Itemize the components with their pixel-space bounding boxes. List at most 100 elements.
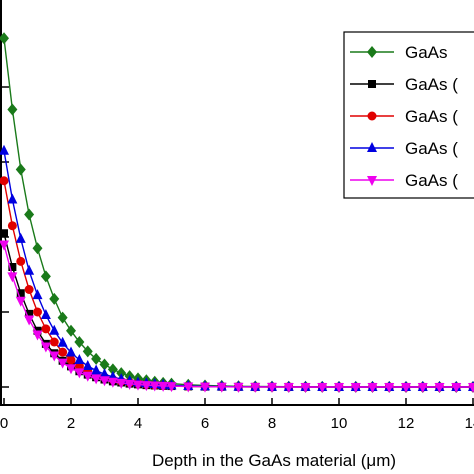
series-1-point — [40, 270, 51, 283]
legend-swatch-marker — [368, 80, 376, 88]
series-5-point — [216, 382, 227, 393]
legend-swatch-marker — [367, 46, 377, 58]
series-1-point — [82, 345, 93, 358]
series-1-point — [49, 292, 60, 305]
series-5-point — [334, 382, 344, 393]
x-tick-label: 4 — [134, 415, 142, 432]
x-axis-ticks: 0 2 4 6 8 10 12 14 — [0, 398, 474, 432]
series-3-point — [41, 324, 51, 334]
series-5-point — [317, 382, 328, 393]
series-3-point — [49, 337, 59, 347]
series-3-point — [7, 221, 17, 231]
series-1-point — [74, 336, 85, 348]
series-3-point — [16, 256, 26, 266]
series-5-point — [91, 374, 102, 385]
series-4-point — [82, 360, 93, 370]
series-4-point — [32, 289, 43, 300]
series-5-point — [233, 382, 244, 393]
series-1-point — [7, 103, 18, 116]
series-4-point — [40, 309, 51, 319]
series-4-point — [57, 336, 68, 347]
x-tick-label: 12 — [398, 415, 415, 432]
legend-label: GaAs ( — [405, 107, 458, 126]
series-1-point — [91, 352, 102, 365]
series-5-point — [7, 272, 18, 283]
series-5-point — [40, 342, 51, 353]
series-3 — [0, 176, 474, 392]
series-2-point — [16, 289, 25, 298]
series-1-point — [99, 358, 110, 371]
series-5-point — [200, 382, 210, 393]
series-5-point — [183, 382, 194, 393]
legend-entry: GaAs ( — [350, 171, 458, 190]
series-4-point — [49, 324, 60, 335]
legend-entry: GaAs ( — [350, 107, 458, 126]
legend-label: GaAs ( — [405, 139, 458, 158]
legend: GaAs GaAs ( GaAs ( GaAs ( GaAs ( — [343, 31, 474, 199]
legend-label: GaAs — [405, 43, 448, 62]
series-3-point — [0, 176, 9, 186]
series-1-point — [66, 324, 76, 337]
series-1-point — [32, 242, 43, 255]
series-5-point — [32, 330, 43, 341]
series-3-point — [24, 285, 34, 294]
series-5-point — [107, 377, 118, 388]
series-5-point — [367, 382, 378, 393]
legend-label: GaAs ( — [405, 75, 458, 94]
series-5-point — [49, 351, 60, 362]
series-5-point — [57, 358, 68, 369]
series-5-point — [133, 380, 143, 391]
legend-swatch-marker — [367, 142, 377, 152]
series-3-point — [33, 307, 42, 317]
series-5-point — [283, 382, 294, 393]
legend-label: GaAs ( — [405, 171, 458, 190]
series-5-point — [0, 240, 9, 251]
series-5-point — [74, 368, 85, 379]
x-tick-label: 6 — [201, 415, 209, 432]
series-5-point — [158, 381, 169, 392]
series-5-point — [99, 376, 110, 387]
series-2-point — [8, 263, 17, 271]
legend-entry: GaAs ( — [350, 75, 458, 94]
x-tick-label: 10 — [331, 415, 348, 432]
series-4-point — [74, 354, 85, 364]
series-5-point — [15, 296, 26, 307]
legend-swatch-marker — [367, 176, 377, 186]
series-5-point — [417, 382, 428, 393]
series-5-point — [141, 381, 152, 392]
series-5-point — [434, 382, 445, 393]
series-5-point — [451, 382, 462, 393]
series-4-point — [15, 232, 26, 243]
legend-box — [343, 31, 474, 199]
series-5-point — [401, 382, 411, 393]
legend-entry: GaAs — [350, 43, 448, 62]
series-4-point — [7, 193, 18, 204]
series-1-point — [15, 163, 26, 176]
series-5-point — [350, 382, 361, 393]
series-4-point — [0, 144, 9, 155]
legend-entry: GaAs ( — [350, 139, 458, 158]
series-1-point — [0, 32, 9, 45]
series-5 — [0, 240, 474, 393]
series-4-point — [91, 364, 102, 375]
legend-swatch-marker — [367, 111, 377, 121]
series-5-point — [116, 378, 127, 389]
series-4-point — [99, 368, 110, 379]
series-5-point — [66, 364, 76, 375]
series-5-point — [250, 382, 261, 393]
series-1-point — [24, 208, 35, 221]
series-5-point — [300, 382, 311, 393]
series-5-point — [24, 315, 35, 326]
series-2-point — [0, 229, 8, 238]
series-5-point — [468, 382, 474, 393]
series-5-point — [82, 371, 93, 382]
plot-area: 0 2 4 6 8 10 12 14 — [0, 0, 474, 432]
series-1-point — [107, 363, 118, 376]
series-5-point — [384, 382, 395, 393]
series-layer — [0, 32, 474, 393]
x-tick-label: 0 — [0, 415, 8, 432]
series-4-point — [66, 346, 76, 357]
x-tick-label: 14 — [465, 415, 474, 432]
series-3-point — [58, 347, 68, 357]
